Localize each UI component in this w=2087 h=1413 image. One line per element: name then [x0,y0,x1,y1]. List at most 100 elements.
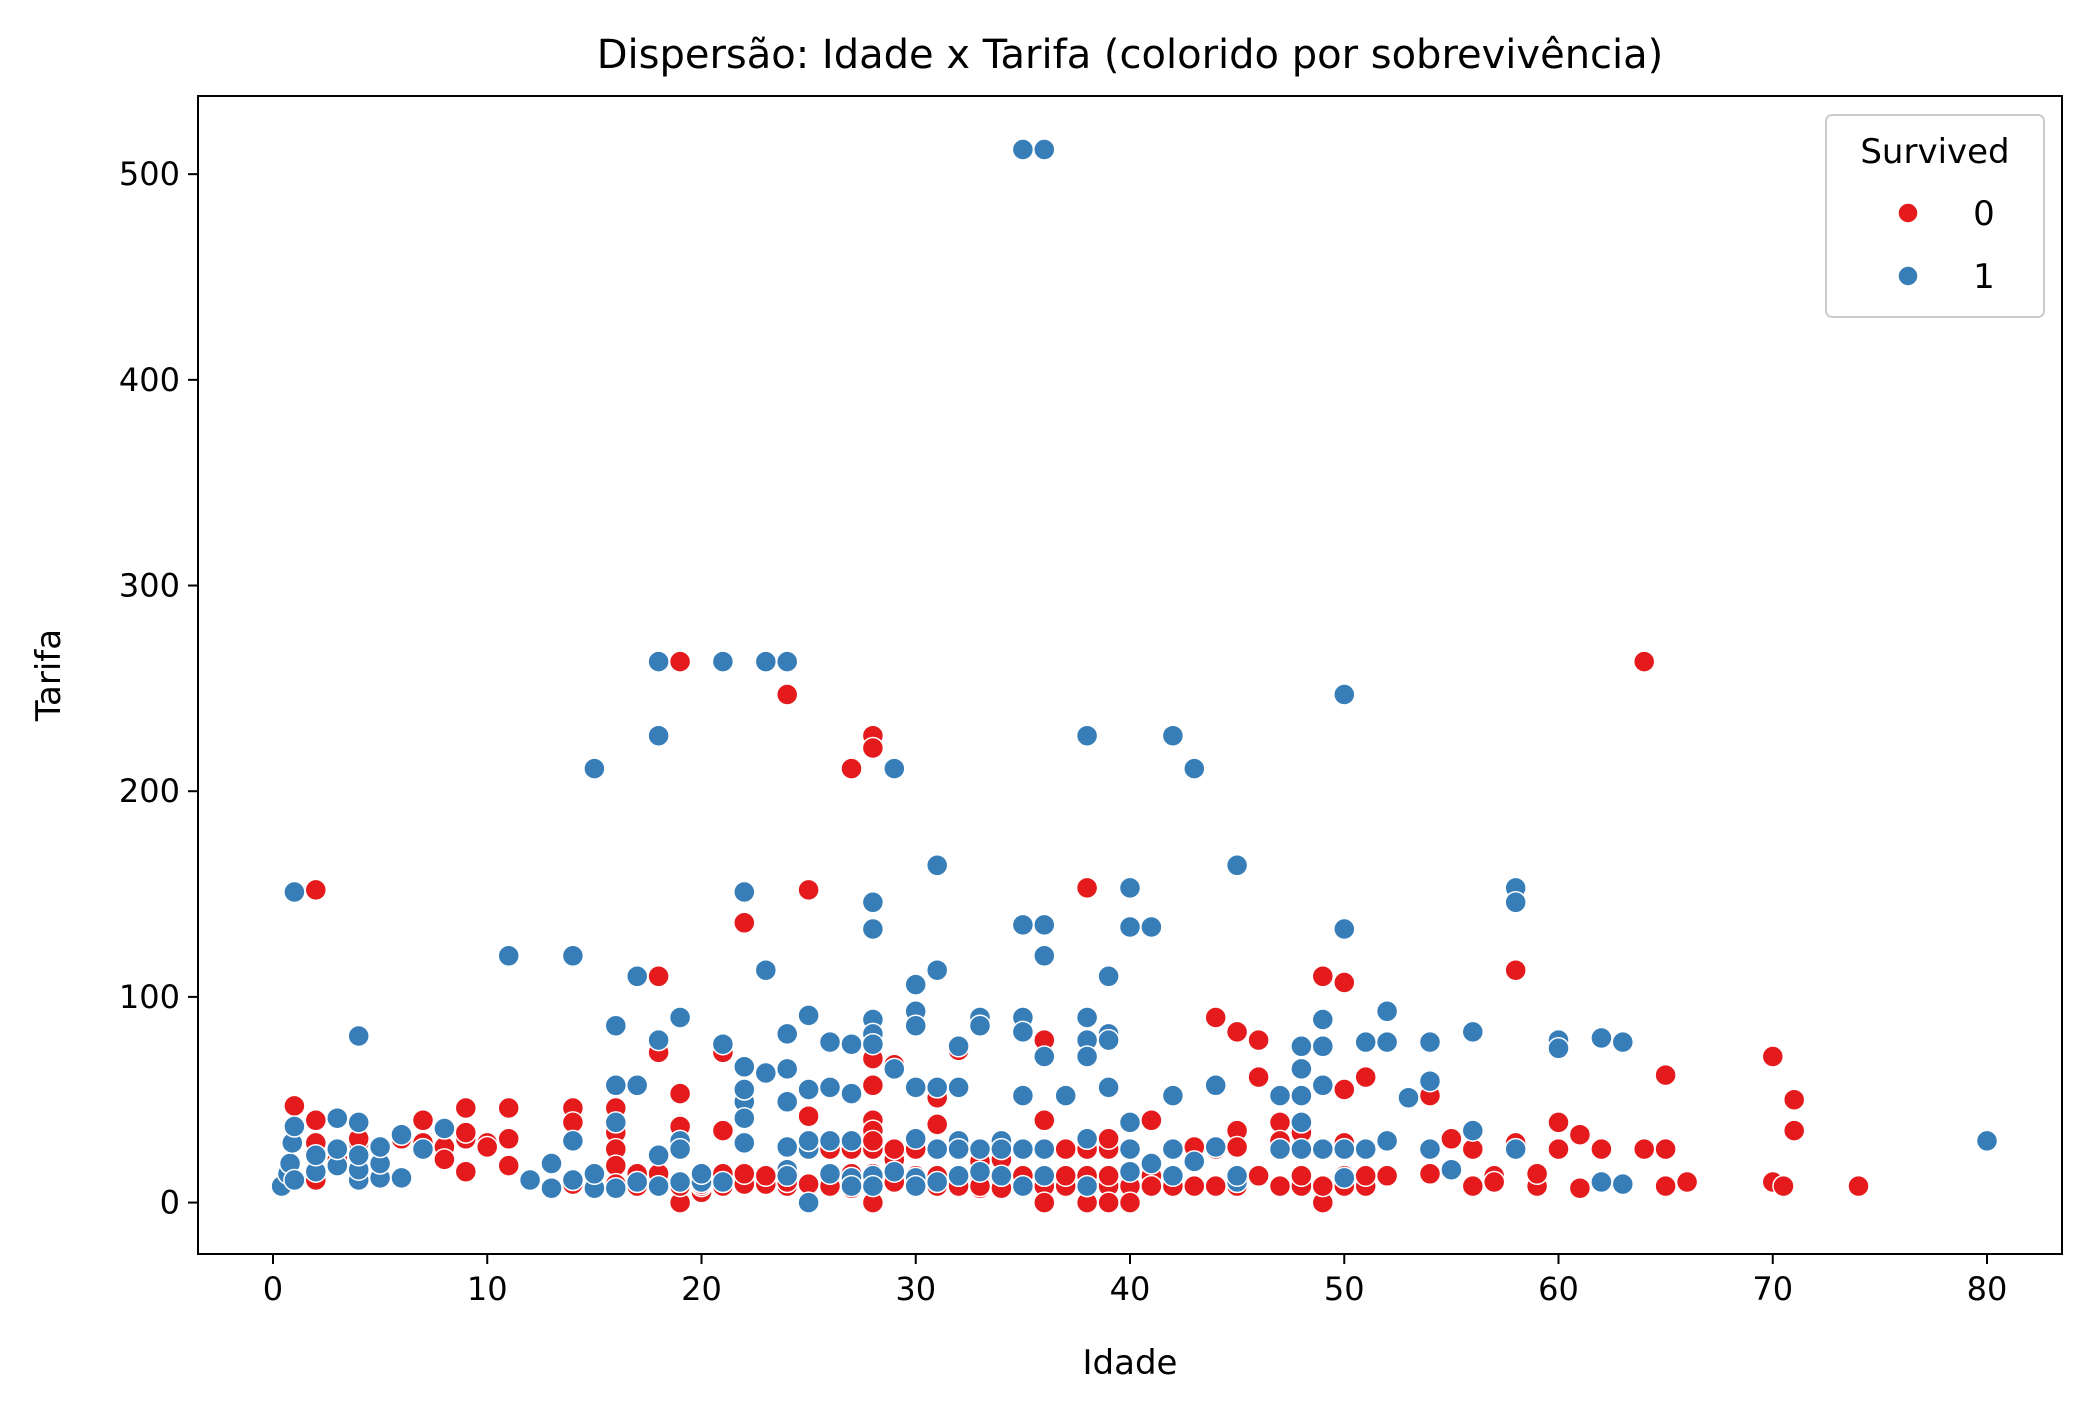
point-survived-1 [604,1176,628,1200]
point-survived-1 [925,854,949,877]
point-survived-1 [754,958,778,982]
point-survived-0 [733,911,756,935]
y-tick-label: 0 [160,1184,180,1222]
point-survived-0 [1311,965,1335,988]
point-survived-1 [1418,1137,1442,1161]
point-survived-1 [1097,1028,1120,1052]
point-survived-1 [968,1137,992,1161]
point-survived-0 [797,1104,820,1128]
point-survived-1 [1183,1150,1206,1173]
point-survived-1 [561,944,585,968]
point-survived-0 [754,1164,778,1188]
x-axis-label: Idade [1083,1343,1178,1383]
point-survived-0 [1547,1137,1570,1161]
point-survived-0 [475,1135,499,1159]
point-survived-1 [604,1111,628,1134]
point-survived-1 [1118,915,1142,939]
point-survived-1 [668,1006,692,1029]
point-survived-1 [1011,1137,1035,1161]
point-survived-1 [1504,1137,1527,1161]
point-survived-1 [754,1061,778,1085]
point-survived-1 [904,973,927,996]
point-survived-0 [1204,1006,1227,1029]
point-survived-1 [1033,913,1056,937]
point-survived-0 [1632,1137,1656,1161]
point-survived-1 [1311,1137,1335,1161]
point-survived-0 [1761,1045,1785,1068]
point-survived-1 [775,1164,799,1188]
point-survived-0 [454,1121,478,1144]
point-survived-1 [1161,1164,1185,1188]
point-survived-1 [390,1123,413,1146]
point-survived-1 [840,1082,863,1105]
point-survived-0 [775,683,799,706]
point-survived-1 [904,1174,927,1198]
point-survived-1 [1290,1057,1313,1081]
point-survived-1 [1354,1030,1377,1054]
points-layer [270,138,1999,1214]
point-survived-1 [925,958,949,982]
point-survived-0 [1847,1174,1870,1198]
point-survived-1 [1033,1137,1056,1161]
point-survived-0 [1482,1170,1506,1194]
point-survived-0 [1033,1109,1056,1132]
point-survived-0 [925,1113,949,1136]
point-survived-1 [711,1032,735,1056]
point-survived-1 [283,1168,306,1192]
point-survived-0 [283,1094,306,1118]
legend-box [1825,114,2045,318]
point-survived-1 [1183,757,1206,780]
point-survived-1 [1118,876,1142,900]
point-survived-0 [1504,958,1527,982]
point-survived-1 [711,650,735,673]
point-survived-1 [1333,1137,1356,1161]
point-survived-1 [775,1135,799,1159]
point-survived-0 [840,757,863,780]
point-survived-1 [1011,1020,1035,1044]
point-survived-0 [1268,1174,1292,1198]
point-survived-1 [968,1160,992,1183]
point-survived-1 [925,1170,949,1194]
point-survived-1 [925,1076,949,1099]
point-survived-1 [861,1174,885,1198]
point-survived-1 [283,880,306,904]
y-axis-label: Tarifa [29,629,69,722]
point-survived-1 [797,1004,820,1027]
point-survived-0 [1054,1164,1077,1188]
x-tick-label: 60 [1538,1270,1579,1308]
point-survived-0 [1418,1162,1442,1186]
point-survived-1 [1033,1164,1056,1188]
point-survived-1 [668,1137,692,1161]
point-survived-1 [1204,1135,1227,1159]
point-survived-1 [733,1078,756,1101]
point-survived-1 [540,1176,563,1200]
point-survived-1 [304,1144,328,1167]
y-tick-label: 500 [119,155,180,193]
point-survived-0 [1247,1028,1270,1052]
point-survived-0 [411,1109,435,1132]
point-survived-1 [818,1129,842,1153]
point-survived-1 [347,1111,370,1134]
point-survived-0 [668,650,692,673]
x-axis: 0 10 20 30 40 50 60 70 80 [263,1254,2007,1308]
point-survived-0 [711,1119,735,1142]
point-survived-1 [883,1160,906,1183]
point-survived-1 [861,891,885,914]
point-survived-0 [647,965,670,988]
point-survived-0 [1225,1135,1249,1159]
point-survived-1 [1375,1000,1399,1023]
point-survived-1 [1204,1074,1227,1097]
point-survived-0 [861,1129,885,1153]
point-survived-1 [347,1144,370,1167]
point-survived-1 [1075,1006,1099,1029]
point-survived-0 [304,878,328,902]
point-survived-0 [304,1109,328,1132]
y-tick-label: 200 [119,772,180,810]
point-survived-0 [733,1162,756,1186]
x-tick-label: 70 [1752,1270,1793,1308]
point-survived-0 [1547,1111,1570,1134]
y-tick-label: 300 [119,567,180,605]
point-survived-1 [1375,1030,1399,1054]
point-survived-1 [1075,1127,1099,1151]
